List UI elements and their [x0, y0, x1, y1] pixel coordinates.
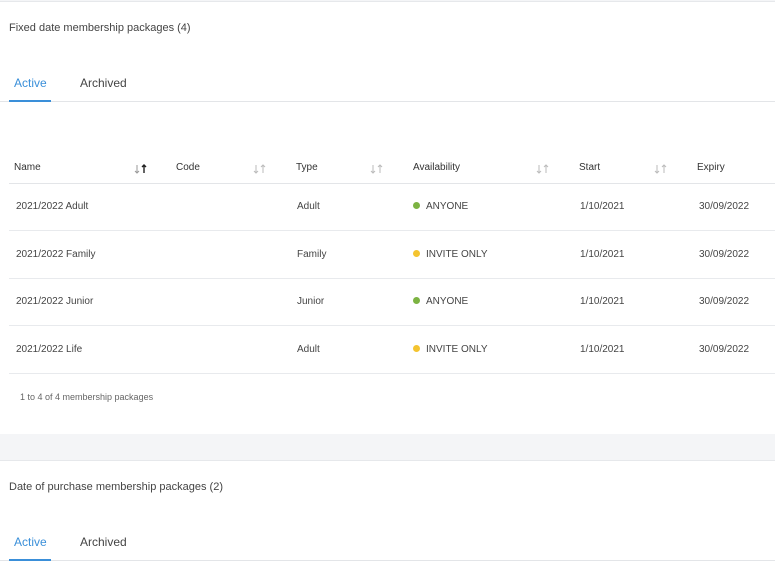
cell-name: 2021/2022 Life — [16, 344, 83, 355]
cell-name: 2021/2022 Adult — [16, 201, 89, 212]
cell-start: 1/10/2021 — [580, 344, 625, 355]
table-row[interactable]: 2021/2022 Junior Junior ANYONE 1/10/2021… — [9, 278, 775, 326]
column-header-start[interactable]: Start — [579, 162, 601, 173]
availability-label: INVITE ONLY — [426, 344, 488, 355]
status-dot-icon — [413, 250, 420, 257]
cell-availability: INVITE ONLY — [413, 249, 488, 260]
cell-start: 1/10/2021 — [580, 296, 625, 307]
tab-active[interactable]: Active — [14, 76, 47, 90]
cell-availability: ANYONE — [413, 201, 468, 212]
cell-expiry: 30/09/2022 — [699, 249, 750, 260]
table-row[interactable]: 2021/2022 Adult Adult ANYONE 1/10/2021 3… — [9, 183, 775, 231]
tab-active[interactable]: Active — [14, 535, 47, 549]
tab-archived[interactable]: Archived — [80, 76, 127, 90]
sort-icon-name[interactable] — [134, 164, 148, 174]
column-header-expiry[interactable]: Expiry — [697, 162, 725, 173]
date-of-purchase-packages-card: Date of purchase membership packages (2)… — [0, 460, 775, 565]
cell-type: Family — [297, 249, 327, 260]
cell-expiry: 30/09/2022 — [699, 344, 750, 355]
cell-availability: INVITE ONLY — [413, 344, 488, 355]
cell-name: 2021/2022 Family — [16, 249, 96, 260]
cell-start: 1/10/2021 — [580, 201, 625, 212]
cell-start: 1/10/2021 — [580, 249, 625, 260]
fixed-tabs: Active Archived — [0, 72, 775, 102]
availability-label: INVITE ONLY — [426, 249, 488, 260]
column-header-availability[interactable]: Availability — [413, 162, 461, 173]
cell-type: Adult — [297, 344, 320, 355]
section-title: Fixed date membership packages (4) — [9, 22, 191, 34]
cell-type: Junior — [297, 296, 325, 307]
fixed-date-packages-card: Fixed date membership packages (4) Activ… — [0, 1, 775, 434]
section-title: Date of purchase membership packages (2) — [9, 481, 223, 493]
sort-icon-start[interactable] — [654, 164, 668, 174]
table-row[interactable]: 2021/2022 Life Adult INVITE ONLY 1/10/20… — [9, 326, 775, 374]
purchase-tabs: Active Archived — [0, 531, 775, 561]
tab-archived[interactable]: Archived — [80, 535, 127, 549]
status-dot-icon — [413, 345, 420, 352]
sort-icon-availability[interactable] — [536, 164, 550, 174]
availability-label: ANYONE — [426, 201, 469, 212]
sort-icon-code[interactable] — [253, 164, 267, 174]
pagination-summary: 1 to 4 of 4 membership packages — [20, 392, 154, 402]
cell-type: Adult — [297, 201, 320, 212]
header-divider — [9, 183, 775, 184]
sort-icon-type[interactable] — [370, 164, 384, 174]
active-tab-indicator — [9, 100, 51, 102]
active-tab-indicator — [9, 559, 51, 561]
column-header-code[interactable]: Code — [176, 162, 200, 173]
status-dot-icon — [413, 202, 420, 209]
cell-expiry: 30/09/2022 — [699, 296, 750, 307]
cell-availability: ANYONE — [413, 296, 468, 307]
cell-expiry: 30/09/2022 — [699, 201, 750, 212]
status-dot-icon — [413, 297, 420, 304]
table-row[interactable]: 2021/2022 Family Family INVITE ONLY 1/10… — [9, 231, 775, 279]
availability-label: ANYONE — [426, 296, 469, 307]
column-header-type[interactable]: Type — [296, 162, 318, 173]
column-header-name[interactable]: Name — [14, 162, 41, 173]
cell-name: 2021/2022 Junior — [16, 296, 94, 307]
